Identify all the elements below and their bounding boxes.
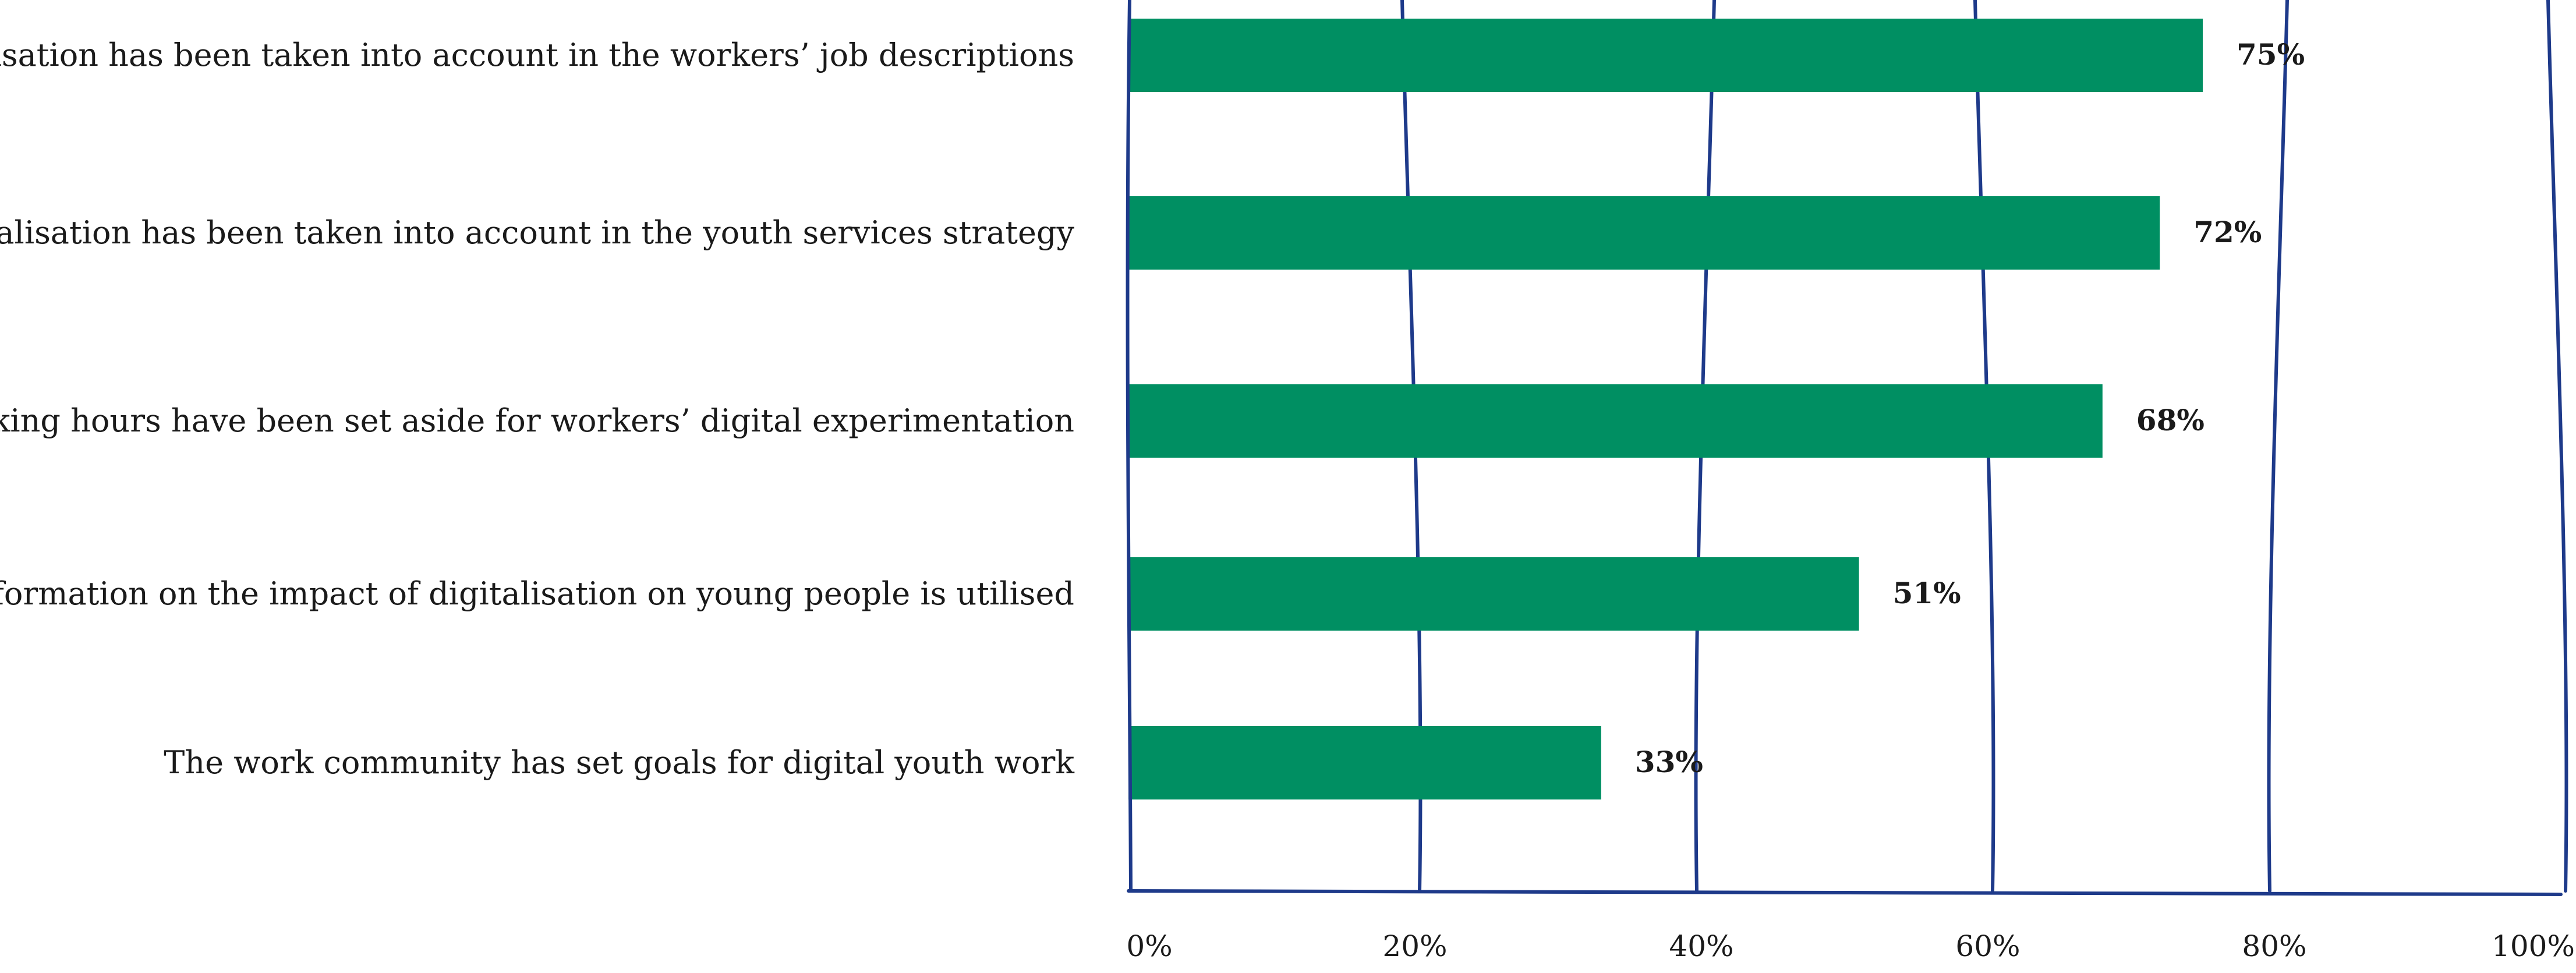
category-label-4: The work community has set goals for dig… (164, 744, 1075, 781)
bar-1 (1128, 196, 2160, 270)
value-label-2: 68% (2136, 403, 2205, 437)
chart-axes (1126, 0, 2563, 896)
x-axis-line (1127, 889, 2563, 896)
value-label-0: 75% (2237, 37, 2305, 72)
x-tick-label-0: 0% (1126, 929, 1172, 963)
bar-4 (1128, 726, 1601, 799)
gridline-100 (2546, 0, 2568, 893)
category-labels: Digitalisation has been taken into accou… (0, 37, 1075, 781)
value-label-3: 51% (1893, 576, 1961, 610)
value-label-4: 33% (1635, 745, 1703, 779)
x-tick-label-100: 100% (2492, 929, 2575, 963)
x-tick-label-80: 80% (2242, 929, 2306, 963)
x-tick-label-20: 20% (1382, 929, 1447, 963)
y-axis-line (1126, 0, 1133, 893)
category-label-2: Working hours have been set aside for wo… (0, 402, 1074, 439)
value-label-1: 72% (2193, 215, 2262, 249)
value-labels: 75% 72% 68% 51% 33% (1635, 37, 2305, 779)
bar-2 (1128, 384, 2103, 458)
bar-0 (1128, 19, 2203, 92)
bar-3 (1128, 557, 1859, 631)
category-label-1: Digitalisation has been taken into accou… (0, 214, 1074, 251)
category-label-0: Digitalisation has been taken into accou… (0, 37, 1074, 73)
x-tick-label-40: 40% (1669, 929, 1733, 963)
x-tick-labels: 0% 20% 40% 60% 80% 100% (1126, 929, 2575, 963)
gridline-80 (2267, 0, 2289, 893)
category-label-3: Information on the impact of digitalisat… (0, 575, 1074, 612)
x-tick-label-60: 60% (1955, 929, 2020, 963)
chart-bars (1128, 19, 2203, 799)
